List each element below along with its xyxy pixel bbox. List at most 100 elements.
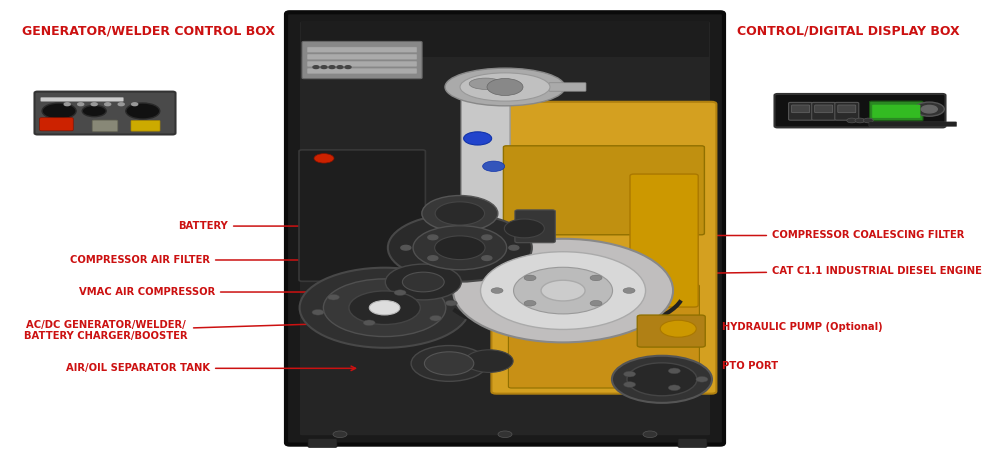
Text: GENERATOR/WELDER CONTROL BOX: GENERATOR/WELDER CONTROL BOX xyxy=(22,24,274,37)
Circle shape xyxy=(498,431,512,438)
FancyBboxPatch shape xyxy=(549,83,586,91)
Circle shape xyxy=(64,103,70,106)
Circle shape xyxy=(668,368,680,374)
FancyBboxPatch shape xyxy=(869,122,957,126)
FancyBboxPatch shape xyxy=(301,21,709,57)
Circle shape xyxy=(349,291,420,325)
FancyBboxPatch shape xyxy=(300,22,710,435)
Circle shape xyxy=(465,350,513,373)
Circle shape xyxy=(847,118,857,123)
Circle shape xyxy=(369,300,400,315)
Circle shape xyxy=(855,118,865,123)
Circle shape xyxy=(624,371,636,377)
Circle shape xyxy=(321,65,327,69)
Circle shape xyxy=(624,382,636,387)
FancyBboxPatch shape xyxy=(637,315,705,347)
Circle shape xyxy=(435,236,485,260)
Ellipse shape xyxy=(445,68,565,106)
Ellipse shape xyxy=(461,77,510,94)
Circle shape xyxy=(430,316,442,321)
Circle shape xyxy=(411,346,487,382)
Circle shape xyxy=(612,356,712,403)
FancyBboxPatch shape xyxy=(678,439,707,447)
Circle shape xyxy=(132,103,138,106)
FancyBboxPatch shape xyxy=(792,105,810,113)
Circle shape xyxy=(337,65,343,69)
FancyBboxPatch shape xyxy=(872,105,920,118)
FancyBboxPatch shape xyxy=(461,89,510,308)
Circle shape xyxy=(42,103,76,119)
Circle shape xyxy=(126,103,160,119)
Text: HYDRAULIC PUMP (Optional): HYDRAULIC PUMP (Optional) xyxy=(626,322,883,334)
Circle shape xyxy=(643,431,657,438)
Circle shape xyxy=(345,65,351,69)
Circle shape xyxy=(333,431,347,438)
Circle shape xyxy=(921,106,937,113)
FancyBboxPatch shape xyxy=(835,102,859,120)
Circle shape xyxy=(428,235,438,240)
Circle shape xyxy=(541,280,585,301)
Circle shape xyxy=(623,288,635,293)
Circle shape xyxy=(482,256,492,260)
FancyBboxPatch shape xyxy=(41,97,124,102)
FancyBboxPatch shape xyxy=(515,210,555,243)
Circle shape xyxy=(481,252,646,329)
Circle shape xyxy=(627,363,697,396)
Circle shape xyxy=(590,275,602,281)
Circle shape xyxy=(668,385,680,390)
Circle shape xyxy=(402,272,444,292)
FancyBboxPatch shape xyxy=(308,439,337,447)
Text: COMPRESSOR COALESCING FILTER: COMPRESSOR COALESCING FILTER xyxy=(642,230,964,241)
Circle shape xyxy=(401,245,411,250)
FancyBboxPatch shape xyxy=(299,150,425,281)
Text: AIR/OIL SEPARATOR TANK: AIR/OIL SEPARATOR TANK xyxy=(66,363,356,374)
Circle shape xyxy=(435,202,485,225)
FancyBboxPatch shape xyxy=(630,174,698,307)
FancyBboxPatch shape xyxy=(838,105,856,113)
FancyBboxPatch shape xyxy=(40,118,73,131)
FancyBboxPatch shape xyxy=(774,94,946,127)
FancyBboxPatch shape xyxy=(34,92,176,135)
Circle shape xyxy=(696,376,708,382)
FancyBboxPatch shape xyxy=(131,121,160,131)
Circle shape xyxy=(453,239,673,342)
Circle shape xyxy=(590,300,602,306)
FancyBboxPatch shape xyxy=(302,41,422,79)
Circle shape xyxy=(509,245,519,250)
Circle shape xyxy=(78,103,84,106)
Circle shape xyxy=(514,267,613,314)
FancyBboxPatch shape xyxy=(307,68,417,74)
Circle shape xyxy=(105,103,111,106)
Text: CAT C1.1 INDUSTRIAL DIESEL ENGINE: CAT C1.1 INDUSTRIAL DIESEL ENGINE xyxy=(642,266,982,276)
Circle shape xyxy=(524,275,536,281)
Circle shape xyxy=(413,226,507,270)
Text: CONTROL/DIGITAL DISPLAY BOX: CONTROL/DIGITAL DISPLAY BOX xyxy=(737,24,959,37)
Circle shape xyxy=(312,309,324,315)
Circle shape xyxy=(914,102,944,116)
Circle shape xyxy=(388,214,532,282)
FancyBboxPatch shape xyxy=(307,61,417,67)
FancyBboxPatch shape xyxy=(508,284,699,388)
FancyBboxPatch shape xyxy=(870,101,923,121)
Text: BATTERY: BATTERY xyxy=(178,221,356,231)
Circle shape xyxy=(329,65,335,69)
Circle shape xyxy=(394,290,406,295)
Circle shape xyxy=(118,103,124,106)
Circle shape xyxy=(422,195,498,231)
FancyBboxPatch shape xyxy=(286,12,724,445)
Text: VMAC AIR COMPRESSOR: VMAC AIR COMPRESSOR xyxy=(79,287,356,297)
Circle shape xyxy=(428,256,438,260)
Text: PTO PORT: PTO PORT xyxy=(626,361,778,374)
Circle shape xyxy=(482,235,492,240)
FancyBboxPatch shape xyxy=(307,54,417,60)
Circle shape xyxy=(660,320,696,337)
Circle shape xyxy=(363,320,375,325)
Circle shape xyxy=(487,79,523,96)
Text: COMPRESSOR AIR FILTER: COMPRESSOR AIR FILTER xyxy=(70,255,356,265)
Circle shape xyxy=(385,264,461,300)
Circle shape xyxy=(82,106,106,117)
Circle shape xyxy=(323,279,446,337)
Circle shape xyxy=(327,294,339,300)
FancyBboxPatch shape xyxy=(815,105,833,113)
Circle shape xyxy=(524,300,536,306)
